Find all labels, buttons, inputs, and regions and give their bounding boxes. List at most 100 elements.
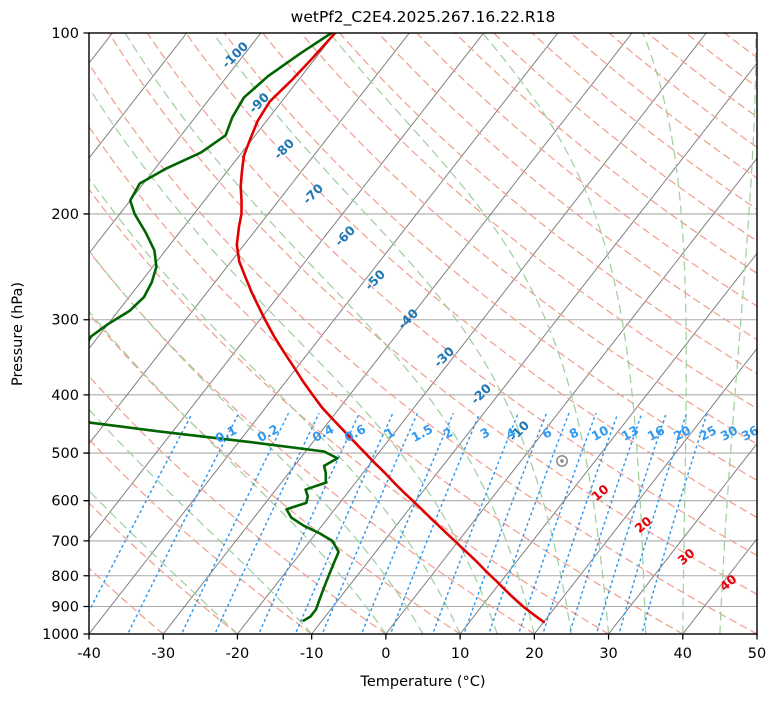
mixing-ratio-line xyxy=(321,412,418,634)
x-tick-label: 50 xyxy=(748,646,766,662)
mixing-ratio-line xyxy=(568,412,643,634)
moist-adiabat-line xyxy=(89,310,387,634)
dry-adiabat-line xyxy=(89,62,757,634)
moist-adiabat-line xyxy=(642,33,687,634)
mixing-ratio-label: 20 xyxy=(671,422,694,444)
mixing-ratio-line xyxy=(641,412,708,634)
dry-adiabat-line xyxy=(608,33,757,148)
y-tick-label: 900 xyxy=(51,599,79,615)
mixing-ratio-line xyxy=(487,412,570,634)
moist-adiabat-line xyxy=(328,33,610,634)
y-axis-label: Pressure (hPa) xyxy=(10,282,26,386)
moist-adiabat-line xyxy=(89,177,461,634)
mixing-ratio-label: 13 xyxy=(619,422,641,443)
mixing-ratio-line xyxy=(542,412,619,634)
isotherm-line xyxy=(89,33,485,540)
dry-adiabat-line xyxy=(108,33,757,595)
isotherm-line xyxy=(89,33,262,255)
moist-adiabat-line xyxy=(89,249,424,634)
x-tick-label: 20 xyxy=(525,646,543,662)
dry-adiabat-line xyxy=(493,33,757,242)
mixing-ratio-line xyxy=(126,412,240,634)
grid-layer xyxy=(89,33,757,634)
dry-adiabat-line xyxy=(89,250,535,634)
mixing-ratio-line xyxy=(389,412,481,634)
plot-frame xyxy=(88,32,758,635)
x-tick-label: -40 xyxy=(77,646,101,662)
y-tick-label: 300 xyxy=(51,313,79,329)
mixing-ratio-line xyxy=(431,412,519,634)
moist-adiabat-line xyxy=(481,33,647,634)
moist-adiabat-line xyxy=(719,33,757,634)
mixing-ratio-line xyxy=(618,412,688,634)
mixing-ratio-label: 10 xyxy=(589,422,612,444)
y-tick-label: 600 xyxy=(51,494,79,510)
mixing-ratio-label: 30 xyxy=(718,422,741,444)
mixing-ratio-line xyxy=(294,412,394,634)
dry-adiabat-line xyxy=(377,33,757,341)
dry-adiabat-line xyxy=(531,33,757,210)
moist-adiabat-line xyxy=(89,489,239,634)
isotherm-line xyxy=(533,347,757,634)
y-tick-label: 400 xyxy=(51,388,79,404)
moist-adiabat-line xyxy=(89,408,313,634)
isotherm-line xyxy=(385,157,757,634)
dry-adiabat-line xyxy=(569,33,757,179)
mixing-ratio-line xyxy=(517,412,597,634)
mixing-ratio-label: 36 xyxy=(739,422,762,444)
mixing-ratio-line xyxy=(89,412,193,613)
mixing-ratio-line xyxy=(463,412,547,634)
x-axis-label: Temperature (°C) xyxy=(359,674,485,690)
dry-adiabat-line xyxy=(223,33,757,482)
mixing-ratio-label: 16 xyxy=(645,422,668,444)
isotherm-line xyxy=(608,442,757,634)
temperature-profile xyxy=(235,33,546,624)
lcl-marker xyxy=(556,455,568,467)
moist-adiabat-line xyxy=(89,86,498,634)
x-tick-label: 40 xyxy=(674,646,692,662)
isotherm-line xyxy=(89,33,188,160)
isotherm-line xyxy=(89,33,410,445)
y-tick-label: 200 xyxy=(51,207,79,223)
moist-adiabat-line xyxy=(124,33,535,634)
axis-layer: -40 -30 -20 -10 0 10 20 30 40 50 100 200 300 400 500 60… xyxy=(42,26,766,662)
mixing-ratio-label: 25 xyxy=(697,422,719,443)
isotherm-line xyxy=(89,33,336,350)
dry-adiabat-line xyxy=(300,33,757,410)
mixing-ratio-line xyxy=(595,412,667,634)
dry-adiabat-line xyxy=(89,438,313,634)
dry-adiabat-line xyxy=(146,33,757,557)
x-tick-label: -10 xyxy=(300,646,324,662)
y-tick-label: 800 xyxy=(51,569,79,585)
mixing-ratio-line xyxy=(257,412,360,634)
y-tick-label: 100 xyxy=(51,26,79,42)
x-tick-label: 10 xyxy=(451,646,469,662)
isotherm-line xyxy=(311,62,757,634)
dry-adiabat-line xyxy=(262,33,757,445)
isotherm-line xyxy=(236,33,707,634)
y-tick-label: 500 xyxy=(51,446,79,462)
y-tick-label: 700 xyxy=(51,534,79,550)
x-tick-label: 30 xyxy=(599,646,617,662)
mixing-ratio-line xyxy=(180,412,289,634)
dry-adiabat-line xyxy=(89,125,684,634)
dewpoint-profile xyxy=(89,33,340,622)
profile-curves-layer xyxy=(89,33,546,624)
isotherm-line xyxy=(459,252,757,634)
moist-adiabat-line xyxy=(212,33,573,634)
dry-adiabat-line xyxy=(185,33,757,519)
page-title: wetPf2_C2E4.2025.267.16.22.R18 xyxy=(291,8,556,27)
mixing-ratio-line xyxy=(360,412,454,634)
mixing-ratio-line xyxy=(214,412,320,634)
marker-layer xyxy=(556,455,568,467)
x-tick-label: -30 xyxy=(151,646,175,662)
dry-adiabat-line xyxy=(89,188,610,634)
y-tick-label: 1000 xyxy=(42,627,79,643)
dry-adiabat-line xyxy=(416,33,757,307)
x-tick-label: 0 xyxy=(381,646,390,662)
x-tick-label: -20 xyxy=(226,646,250,662)
isotherm-line xyxy=(162,33,633,634)
